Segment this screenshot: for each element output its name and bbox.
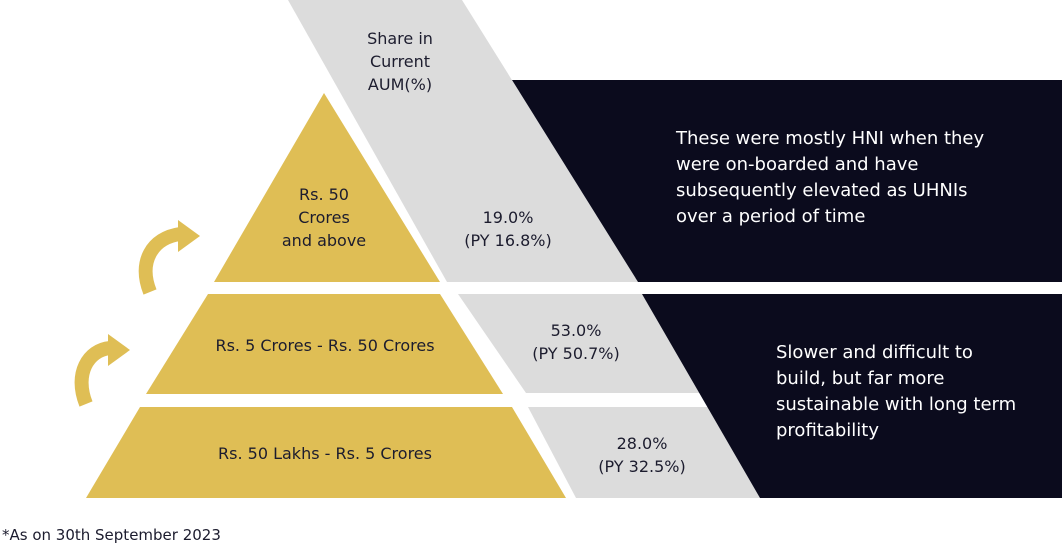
note-text-bottom: Slower and difficult to build, but far m… <box>776 342 1017 441</box>
tier-share-middle: 53.0% (PY 50.7%) <box>532 321 620 363</box>
tier-share-bottom: 28.0% (PY 32.5%) <box>598 434 686 476</box>
share-band-middle <box>458 294 711 393</box>
curved-arrow-icon <box>74 334 130 407</box>
pyramid-tier-bottom <box>86 407 566 498</box>
share-band-bottom <box>528 407 760 498</box>
tier-label-bottom: Rs. 50 Lakhs - Rs. 5 Crores <box>218 443 432 463</box>
tier-label-middle: Rs. 5 Crores - Rs. 50 Crores <box>215 335 435 355</box>
share-header: Share in Current AUM(%) <box>367 28 433 94</box>
note-panel-top <box>512 80 1062 282</box>
note-panel-bottom <box>642 294 1062 498</box>
share-band-top <box>288 0 638 282</box>
pyramid-tier-top <box>214 93 440 282</box>
curved-arrow-icon <box>138 220 200 295</box>
tier-share-top: 19.0% (PY 16.8%) <box>464 208 552 250</box>
note-text-top: These were mostly HNI when they were on-… <box>676 128 985 227</box>
tier-label-top: Rs. 50 Crores and above <box>281 184 367 250</box>
pyramid-tier-middle <box>146 294 503 394</box>
footnote: *As on 30th September 2023 <box>2 526 221 544</box>
